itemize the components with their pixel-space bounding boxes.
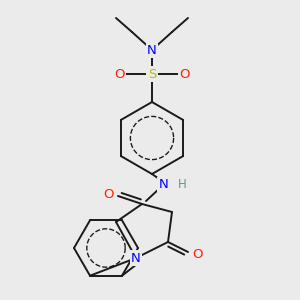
Text: N: N [131, 251, 141, 265]
Text: O: O [115, 68, 125, 80]
Text: O: O [192, 248, 202, 260]
Text: O: O [103, 188, 114, 200]
Text: N: N [147, 44, 157, 56]
Text: N: N [158, 178, 168, 191]
Text: S: S [148, 68, 156, 80]
Text: H: H [178, 178, 187, 191]
Text: O: O [179, 68, 190, 80]
